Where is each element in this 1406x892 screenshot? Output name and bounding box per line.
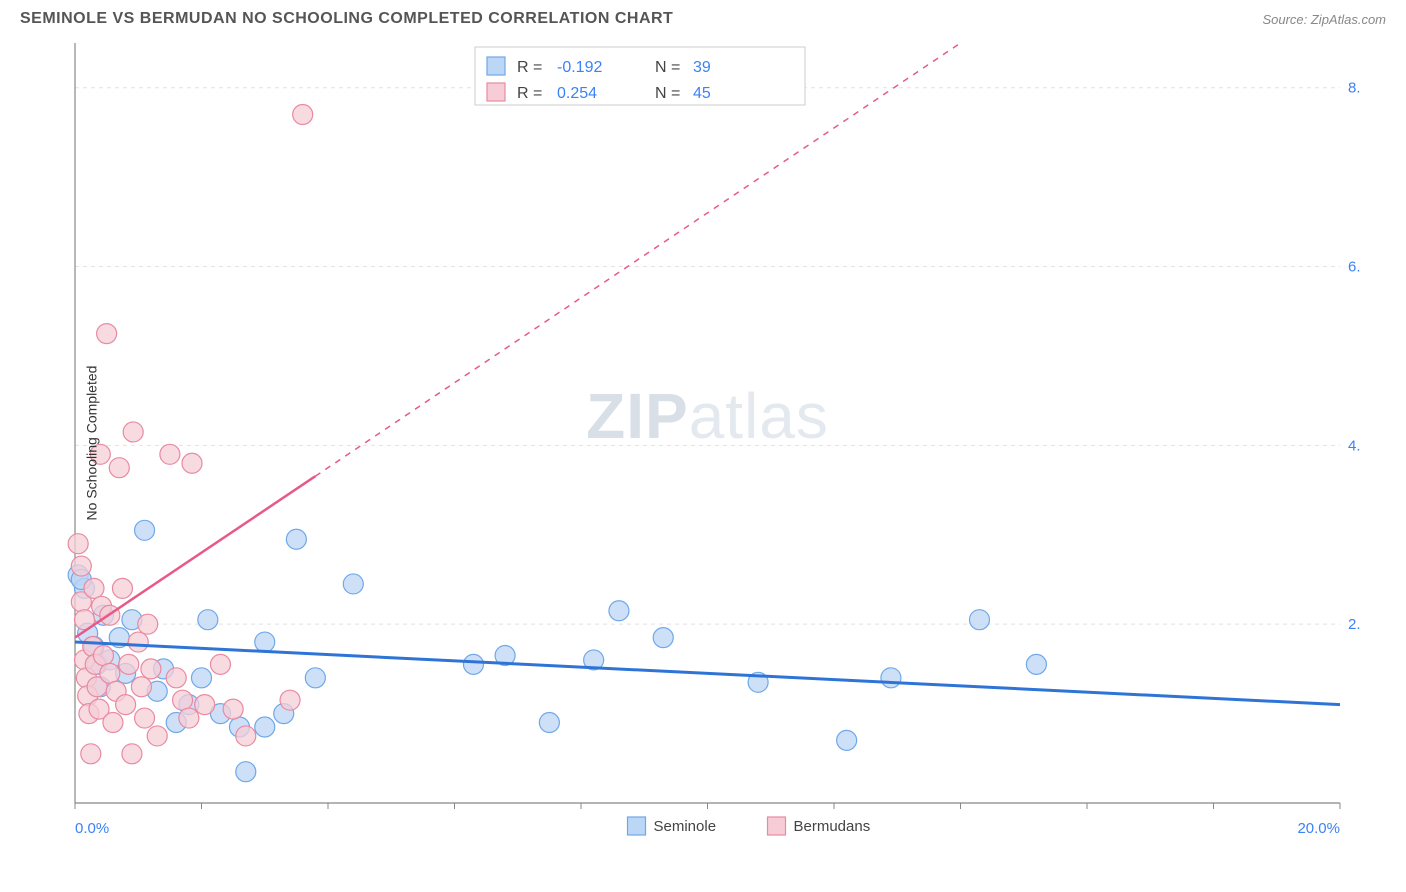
data-point [255, 632, 275, 652]
data-point [293, 105, 313, 125]
svg-text:ZIPatlas: ZIPatlas [586, 380, 829, 452]
data-point [210, 654, 230, 674]
data-point [166, 668, 186, 688]
legend-r-label: R = [517, 85, 542, 102]
data-point [192, 668, 212, 688]
data-point [539, 713, 559, 733]
data-point [223, 699, 243, 719]
correlation-scatter-chart: ZIPatlas 2.0% 4.0% 6.0% 8.0% 0.0% 20.0% R = -0.1… [20, 33, 1360, 853]
trend-line [75, 642, 1340, 705]
legend-r-label: R = [517, 59, 542, 76]
bottom-legend-swatch [768, 817, 786, 835]
legend-r-value: -0.192 [557, 59, 602, 76]
data-point [103, 713, 123, 733]
legend-n-value: 45 [693, 85, 711, 102]
data-point [123, 422, 143, 442]
x-tick-label: 0.0% [75, 820, 109, 837]
data-point [138, 614, 158, 634]
data-point [198, 610, 218, 630]
bottom-legend-label: Seminole [654, 818, 717, 835]
data-point [173, 690, 193, 710]
x-tick-label: 20.0% [1297, 820, 1340, 837]
legend-n-label: N = [655, 85, 680, 102]
bottom-legend-swatch [628, 817, 646, 835]
data-point [93, 645, 113, 665]
y-tick-label: 2.0% [1348, 616, 1360, 633]
data-point [119, 654, 139, 674]
data-point [97, 324, 117, 344]
data-point [236, 762, 256, 782]
data-point [131, 677, 151, 697]
data-point [837, 730, 857, 750]
chart-title: SEMINOLE VS BERMUDAN NO SCHOOLING COMPLE… [20, 10, 673, 28]
data-point [255, 717, 275, 737]
legend-swatch [487, 83, 505, 101]
data-point [128, 632, 148, 652]
source-attribution: Source: ZipAtlas.com [1262, 12, 1386, 27]
data-point [969, 610, 989, 630]
data-point [81, 744, 101, 764]
data-point [112, 578, 132, 598]
data-point [286, 529, 306, 549]
data-point [160, 444, 180, 464]
legend-r-value: 0.254 [557, 85, 597, 102]
data-point [135, 520, 155, 540]
data-point [147, 726, 167, 746]
data-point [100, 663, 120, 683]
data-point [135, 708, 155, 728]
data-point [179, 708, 199, 728]
data-point [1026, 654, 1046, 674]
legend-n-value: 39 [693, 59, 711, 76]
data-point [109, 458, 129, 478]
data-point [463, 654, 483, 674]
data-point [182, 453, 202, 473]
data-point [195, 695, 215, 715]
bottom-legend-label: Bermudans [794, 818, 871, 835]
y-tick-label: 8.0% [1348, 80, 1360, 97]
trend-line [75, 476, 315, 637]
y-tick-label: 6.0% [1348, 259, 1360, 276]
data-point [236, 726, 256, 746]
data-point [609, 601, 629, 621]
legend-n-label: N = [655, 59, 680, 76]
y-axis-label: No Schooling Completed [83, 366, 99, 521]
y-tick-label: 4.0% [1348, 437, 1360, 454]
data-point [84, 578, 104, 598]
legend-swatch [487, 57, 505, 75]
data-point [653, 628, 673, 648]
data-point [71, 556, 91, 576]
data-point [280, 690, 300, 710]
data-point [141, 659, 161, 679]
data-point [116, 695, 136, 715]
data-point [305, 668, 325, 688]
data-point [122, 744, 142, 764]
data-point [68, 534, 88, 554]
data-point [881, 668, 901, 688]
data-point [343, 574, 363, 594]
